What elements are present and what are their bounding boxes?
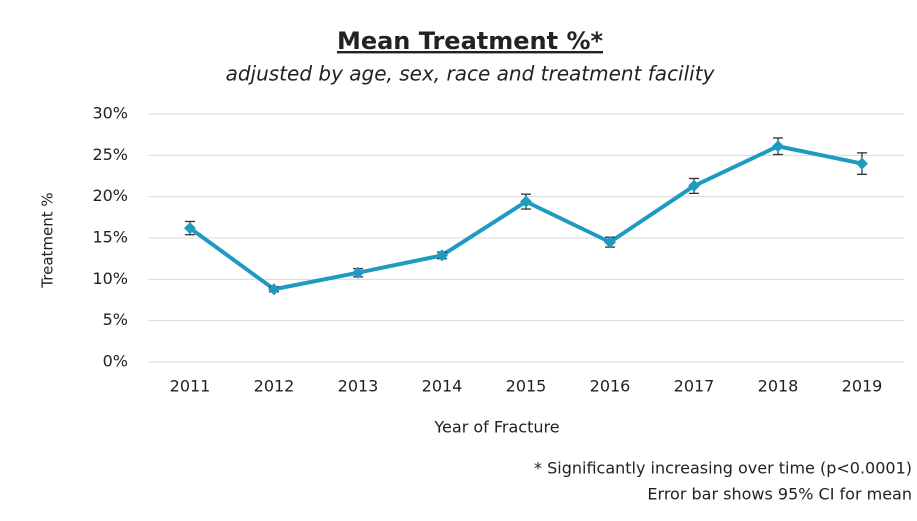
x-tick-label: 2014 [422, 377, 463, 396]
y-tick-label: 10% [92, 269, 128, 288]
marker [184, 222, 196, 235]
chart-title: Mean Treatment %* [337, 27, 604, 55]
marker [688, 179, 700, 192]
y-tick-label: 30% [92, 104, 128, 123]
marker [856, 157, 868, 170]
marker [772, 140, 784, 153]
marker [520, 195, 532, 208]
chart-subtitle: adjusted by age, sex, race and treatment… [226, 62, 716, 86]
marker [436, 249, 448, 262]
marker [268, 283, 280, 296]
y-tick-label: 5% [103, 310, 128, 329]
y-axis-label: Treatment % [39, 192, 57, 288]
x-tick-label: 2018 [758, 377, 799, 396]
marker [604, 236, 616, 249]
marker [352, 266, 364, 279]
y-tick-label: 20% [92, 186, 128, 205]
x-tick-label: 2013 [338, 377, 379, 396]
annotation: * Significantly increasing over time (p<… [534, 459, 912, 478]
y-tick-label: 0% [103, 352, 128, 371]
annotation: Error bar shows 95% CI for mean [647, 485, 912, 504]
y-tick-label: 15% [92, 228, 128, 247]
x-tick-label: 2012 [254, 377, 295, 396]
line [188, 144, 863, 292]
x-axis-label: Year of Fracture [433, 418, 559, 437]
x-tick-label: 2011 [170, 377, 211, 396]
y-tick-label: 25% [92, 145, 128, 164]
x-tick-label: 2019 [842, 377, 883, 396]
x-tick-label: 2015 [506, 377, 547, 396]
x-tick-label: 2016 [590, 377, 631, 396]
x-tick-label: 2017 [674, 377, 715, 396]
